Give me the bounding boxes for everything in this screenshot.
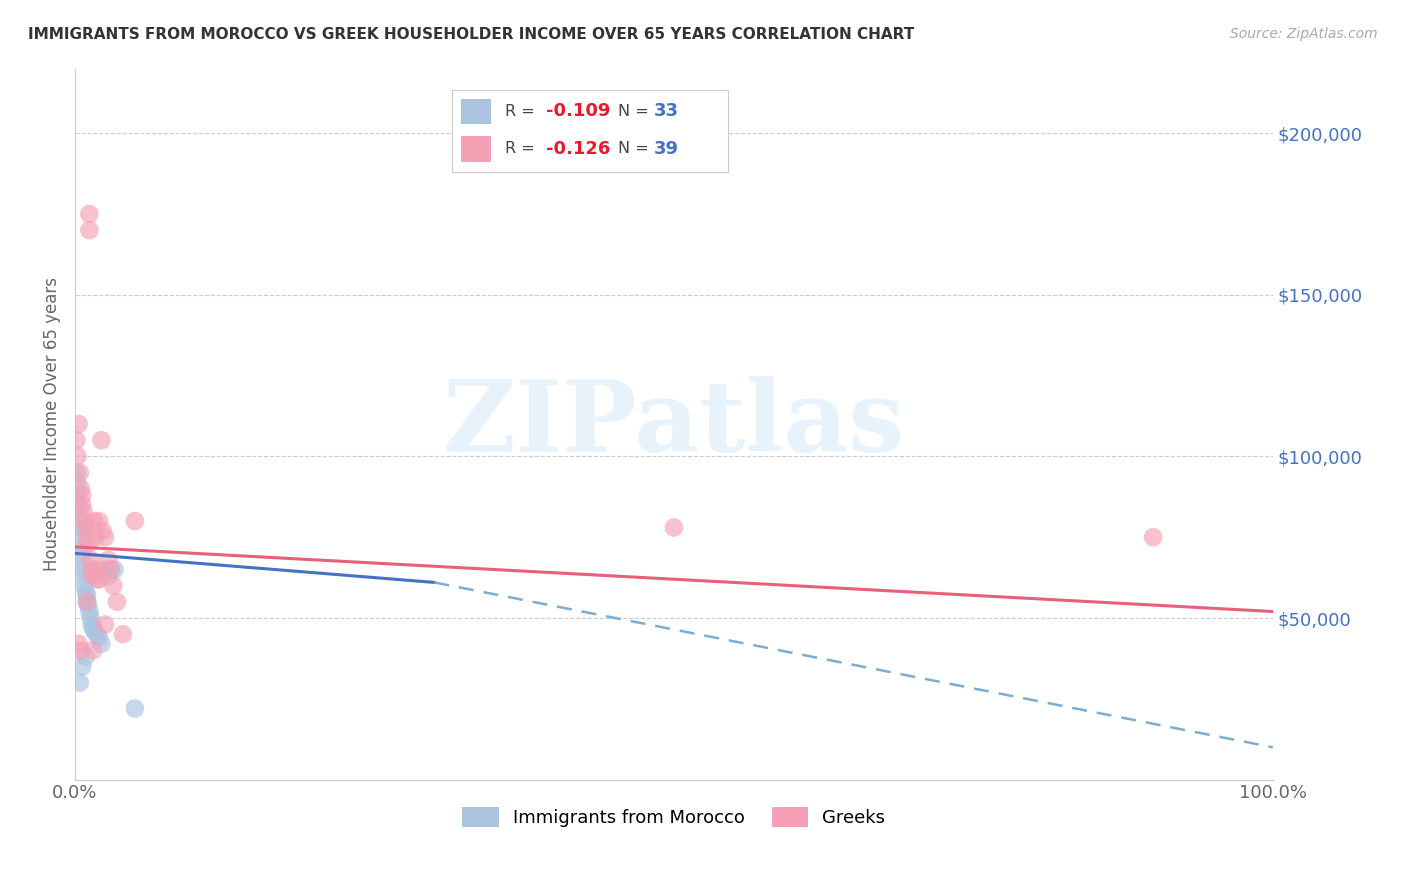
Point [66, 488, 89, 502]
Point [73, 579, 96, 593]
Point [72, 562, 94, 576]
Point [84, 530, 107, 544]
Point [1142, 530, 1164, 544]
Point [111, 627, 134, 641]
Point [97, 569, 120, 583]
Point [69, 675, 91, 690]
Point [82, 569, 104, 583]
Point [70, 546, 93, 560]
Point [76, 588, 98, 602]
Point [70, 488, 93, 502]
Point [79, 553, 101, 567]
Point [103, 579, 125, 593]
Point [75, 520, 97, 534]
Text: IMMIGRANTS FROM MOROCCO VS GREEK HOUSEHOLDER INCOME OVER 65 YEARS CORRELATION CH: IMMIGRANTS FROM MOROCCO VS GREEK HOUSEHO… [28, 27, 914, 42]
Point [103, 562, 125, 576]
Point [662, 520, 685, 534]
Point [90, 637, 112, 651]
Point [79, 207, 101, 221]
Point [100, 562, 122, 576]
Point [75, 585, 97, 599]
Point [79, 611, 101, 625]
Point [87, 631, 110, 645]
Point [72, 504, 94, 518]
Point [66, 450, 89, 464]
Point [105, 595, 128, 609]
Point [82, 621, 104, 635]
Point [80, 562, 103, 576]
Point [87, 572, 110, 586]
Point [70, 643, 93, 657]
Point [76, 595, 98, 609]
Point [67, 498, 90, 512]
Point [77, 536, 100, 550]
Point [67, 514, 90, 528]
Point [87, 572, 110, 586]
Point [70, 498, 93, 512]
Y-axis label: Householder Income Over 65 years: Householder Income Over 65 years [44, 277, 60, 571]
Point [70, 530, 93, 544]
Point [76, 530, 98, 544]
Point [97, 553, 120, 567]
Point [76, 595, 98, 609]
Point [83, 624, 105, 638]
Point [94, 617, 117, 632]
Point [67, 417, 90, 431]
Point [69, 520, 91, 534]
Point [82, 643, 104, 657]
Point [80, 617, 103, 632]
Point [77, 598, 100, 612]
Point [124, 701, 146, 715]
Point [83, 514, 105, 528]
Point [94, 562, 117, 576]
Point [69, 466, 91, 480]
Point [90, 434, 112, 448]
Text: Source: ZipAtlas.com: Source: ZipAtlas.com [1230, 27, 1378, 41]
Point [75, 649, 97, 664]
Text: ZIPatlas: ZIPatlas [443, 376, 905, 473]
Point [65, 466, 87, 480]
Point [70, 659, 93, 673]
Point [67, 637, 90, 651]
Point [86, 627, 108, 641]
Point [70, 482, 93, 496]
Point [86, 562, 108, 576]
Point [66, 475, 89, 490]
Legend: Immigrants from Morocco, Greeks: Immigrants from Morocco, Greeks [456, 799, 893, 835]
Point [87, 514, 110, 528]
Point [79, 605, 101, 619]
Point [124, 514, 146, 528]
Point [70, 540, 93, 554]
Point [73, 514, 96, 528]
Point [70, 553, 93, 567]
Point [72, 569, 94, 583]
Point [91, 524, 114, 538]
Point [100, 562, 122, 576]
Point [65, 434, 87, 448]
Point [94, 530, 117, 544]
Point [79, 223, 101, 237]
